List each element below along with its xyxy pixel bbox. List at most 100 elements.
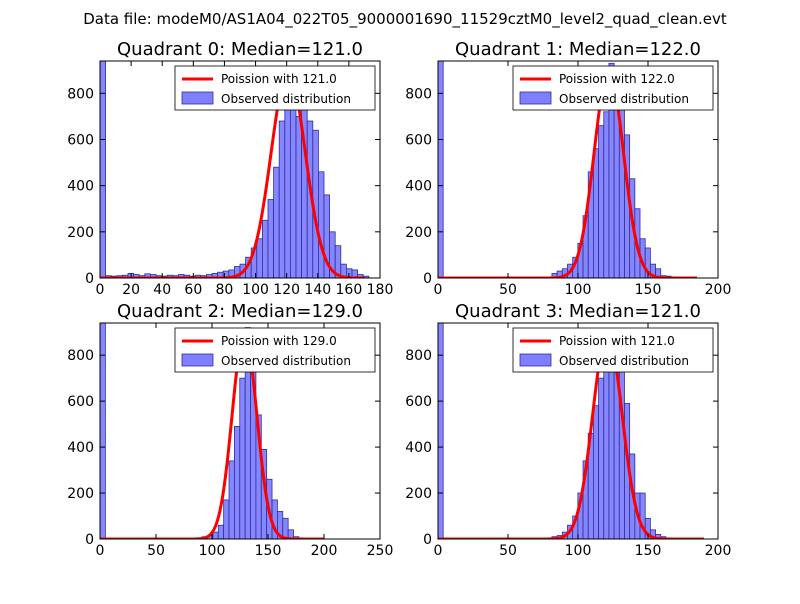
histogram-bar (282, 517, 289, 539)
figure-suptitle: Data file: modeM0/AS1A04_022T05_90000016… (83, 10, 727, 29)
y-tick-label: 400 (405, 440, 432, 456)
y-tick-label: 600 (405, 132, 432, 148)
y-tick-label: 800 (67, 86, 94, 102)
histogram-bar (233, 426, 241, 539)
plot-content (100, 61, 370, 278)
histogram-bar (223, 499, 230, 539)
x-tick-label: 40 (153, 282, 171, 298)
y-tick-label: 800 (405, 348, 432, 364)
histogram-bar (301, 92, 308, 278)
x-tick-label: 120 (273, 282, 300, 298)
histogram-bar (351, 269, 358, 278)
panel-1: 0 50 100 150 200 0 200 400 600 800 Quadrant 1: Med… (405, 39, 731, 298)
histogram-bar (295, 116, 302, 278)
x-tick-label: 160 (336, 282, 363, 298)
x-tick-label: 0 (434, 543, 443, 559)
y-tick-label: 600 (67, 394, 94, 410)
x-tick-label: 200 (311, 543, 338, 559)
legend-bar-label: Observed distribution (559, 354, 689, 368)
x-tick-label: 150 (635, 543, 662, 559)
legend-bar-swatch (519, 91, 552, 105)
legend: Poission with 122.0 Observed distribution (512, 65, 714, 111)
histogram-bar (267, 199, 274, 278)
y-tick-label: 200 (405, 225, 432, 241)
x-tick-label: 100 (199, 543, 226, 559)
y-tick-label: 200 (67, 225, 94, 241)
histogram-bar (644, 247, 651, 278)
histogram-bar (239, 377, 246, 539)
legend-bar-swatch (519, 353, 552, 367)
histogram-bar (603, 111, 610, 278)
histogram-bar (228, 460, 235, 539)
panel-title: Quadrant 2: Median=129.0 (117, 301, 363, 322)
x-tick-label: 0 (96, 282, 105, 298)
y-tick-label: 800 (67, 348, 94, 364)
panel-title: Quadrant 3: Median=121.0 (455, 301, 701, 322)
poisson-fit-line (438, 69, 698, 278)
x-tick-label: 200 (705, 282, 732, 298)
x-tick-label: 100 (565, 282, 592, 298)
panels: 0 20 40 60 80 100 120 140 160 1800200400600800Qua… (67, 39, 731, 559)
legend: Poission with 121.0 Observed distribution (512, 327, 714, 373)
plot-frame (99, 322, 381, 540)
histogram-bar (438, 61, 444, 278)
y-tick-label: 0 (85, 532, 94, 548)
plot-frame (99, 60, 381, 279)
poisson-fit-line (100, 331, 325, 539)
x-tick-label: 100 (242, 282, 269, 298)
x-tick-label: 0 (96, 543, 105, 559)
legend-fit-label: Poission with 121.0 (221, 72, 337, 86)
legend-bar-label: Observed distribution (559, 92, 689, 106)
panel-2: 0 50 100 150 200 250 0 200 400 600 800 Quadrant 2: … (67, 301, 393, 559)
histogram-bar (256, 238, 263, 278)
y-tick-label: 600 (405, 394, 432, 410)
legend-bar-swatch (181, 91, 214, 105)
y-tick-label: 600 (67, 132, 94, 148)
panel-title: Quadrant 1: Median=122.0 (455, 39, 701, 60)
x-tick-label: 150 (635, 282, 662, 298)
histogram-bar (655, 268, 662, 278)
x-tick-label: 140 (304, 282, 331, 298)
legend-bar-label: Observed distribution (221, 354, 351, 368)
histogram-bar (438, 323, 444, 539)
histogram-bar (598, 125, 605, 278)
x-tick-label: 100 (565, 543, 592, 559)
histogram-bar (212, 531, 219, 539)
legend-bar-label: Observed distribution (221, 92, 351, 106)
y-tick-label: 400 (67, 440, 94, 456)
histogram-bar (287, 529, 294, 539)
panel-3: 0 50 100 150 200 0 200 400 600 800 Quadrant 3: Med… (405, 301, 731, 559)
x-tick-label: 200 (705, 543, 732, 559)
x-tick-label: 50 (147, 543, 165, 559)
panel-0: 0 20 40 60 80 100 120 140 160 180 0 200 400 600 800 Qua… (67, 39, 393, 298)
y-tick-label: 800 (405, 86, 432, 102)
histogram-bar (644, 517, 651, 539)
histogram-bar (317, 171, 325, 278)
legend: Poission with 121.0 Observed distribution (174, 65, 376, 111)
legend-fit-label: Poission with 121.0 (559, 334, 675, 348)
legend: Poission with 129.0 Observed distribution (174, 327, 376, 373)
y-tick-label: 400 (67, 179, 94, 195)
x-tick-label: 20 (122, 282, 140, 298)
legend-bar-swatch (181, 353, 214, 367)
histogram-bar (593, 148, 599, 278)
x-tick-label: 150 (255, 543, 282, 559)
x-tick-label: 180 (367, 282, 394, 298)
y-tick-label: 0 (85, 271, 94, 287)
x-tick-label: 50 (499, 282, 517, 298)
x-tick-label: 60 (184, 282, 202, 298)
x-tick-label: 250 (367, 543, 394, 559)
poisson-fit-line (100, 69, 366, 278)
histogram-bar (261, 219, 269, 278)
histogram-bar (273, 166, 280, 278)
histogram-bar (100, 323, 106, 539)
x-tick-label: 80 (216, 282, 234, 298)
histogram-bar (100, 61, 106, 278)
x-tick-label: 0 (434, 282, 443, 298)
y-tick-label: 200 (67, 486, 94, 502)
histogram-bar (603, 357, 610, 539)
plot-content (100, 323, 325, 539)
y-tick-label: 0 (423, 271, 432, 287)
